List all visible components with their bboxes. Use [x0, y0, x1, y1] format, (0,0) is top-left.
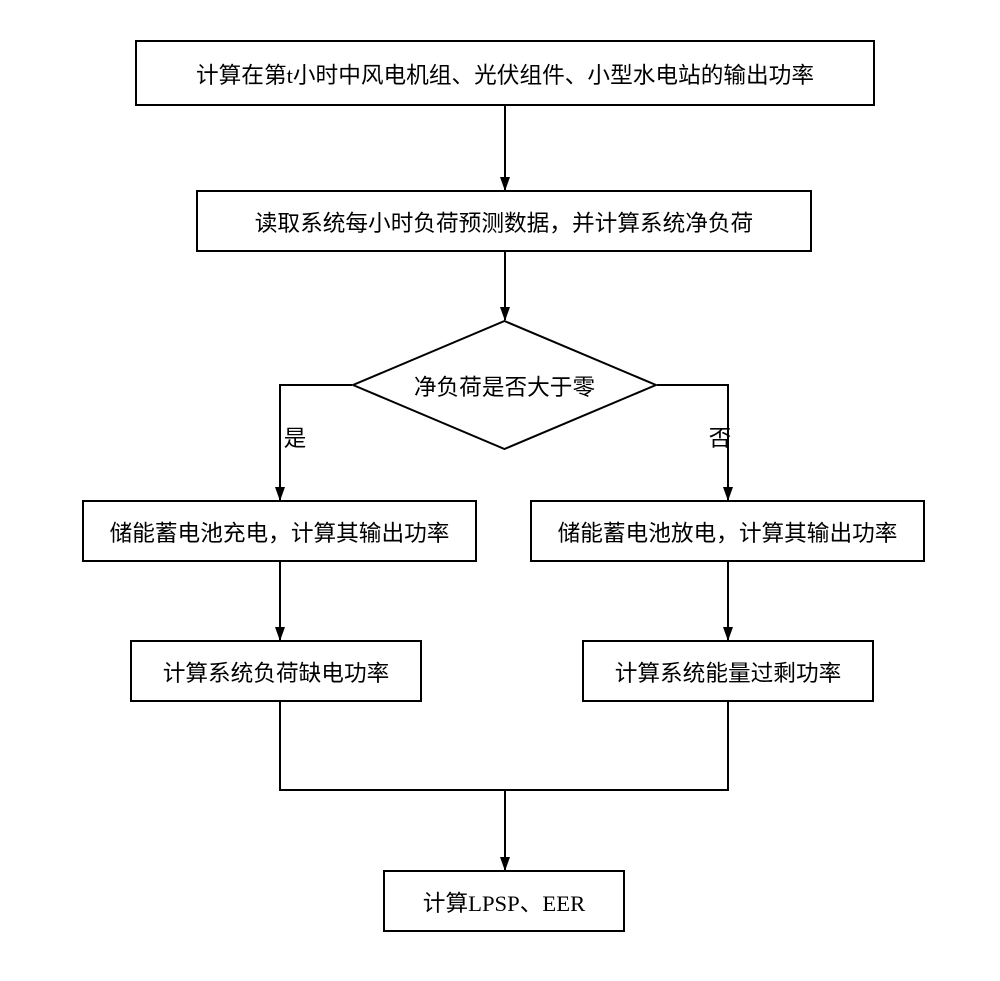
- flowchart-canvas: 计算在第t小时中风电机组、光伏组件、小型水电站的输出功率读取系统每小时负荷预测数…: [0, 0, 1000, 981]
- edges-layer: [0, 0, 1000, 981]
- edge-6: [280, 702, 505, 790]
- edge-7: [505, 702, 728, 790]
- edge-2: [280, 385, 352, 500]
- edge-3: [657, 385, 728, 500]
